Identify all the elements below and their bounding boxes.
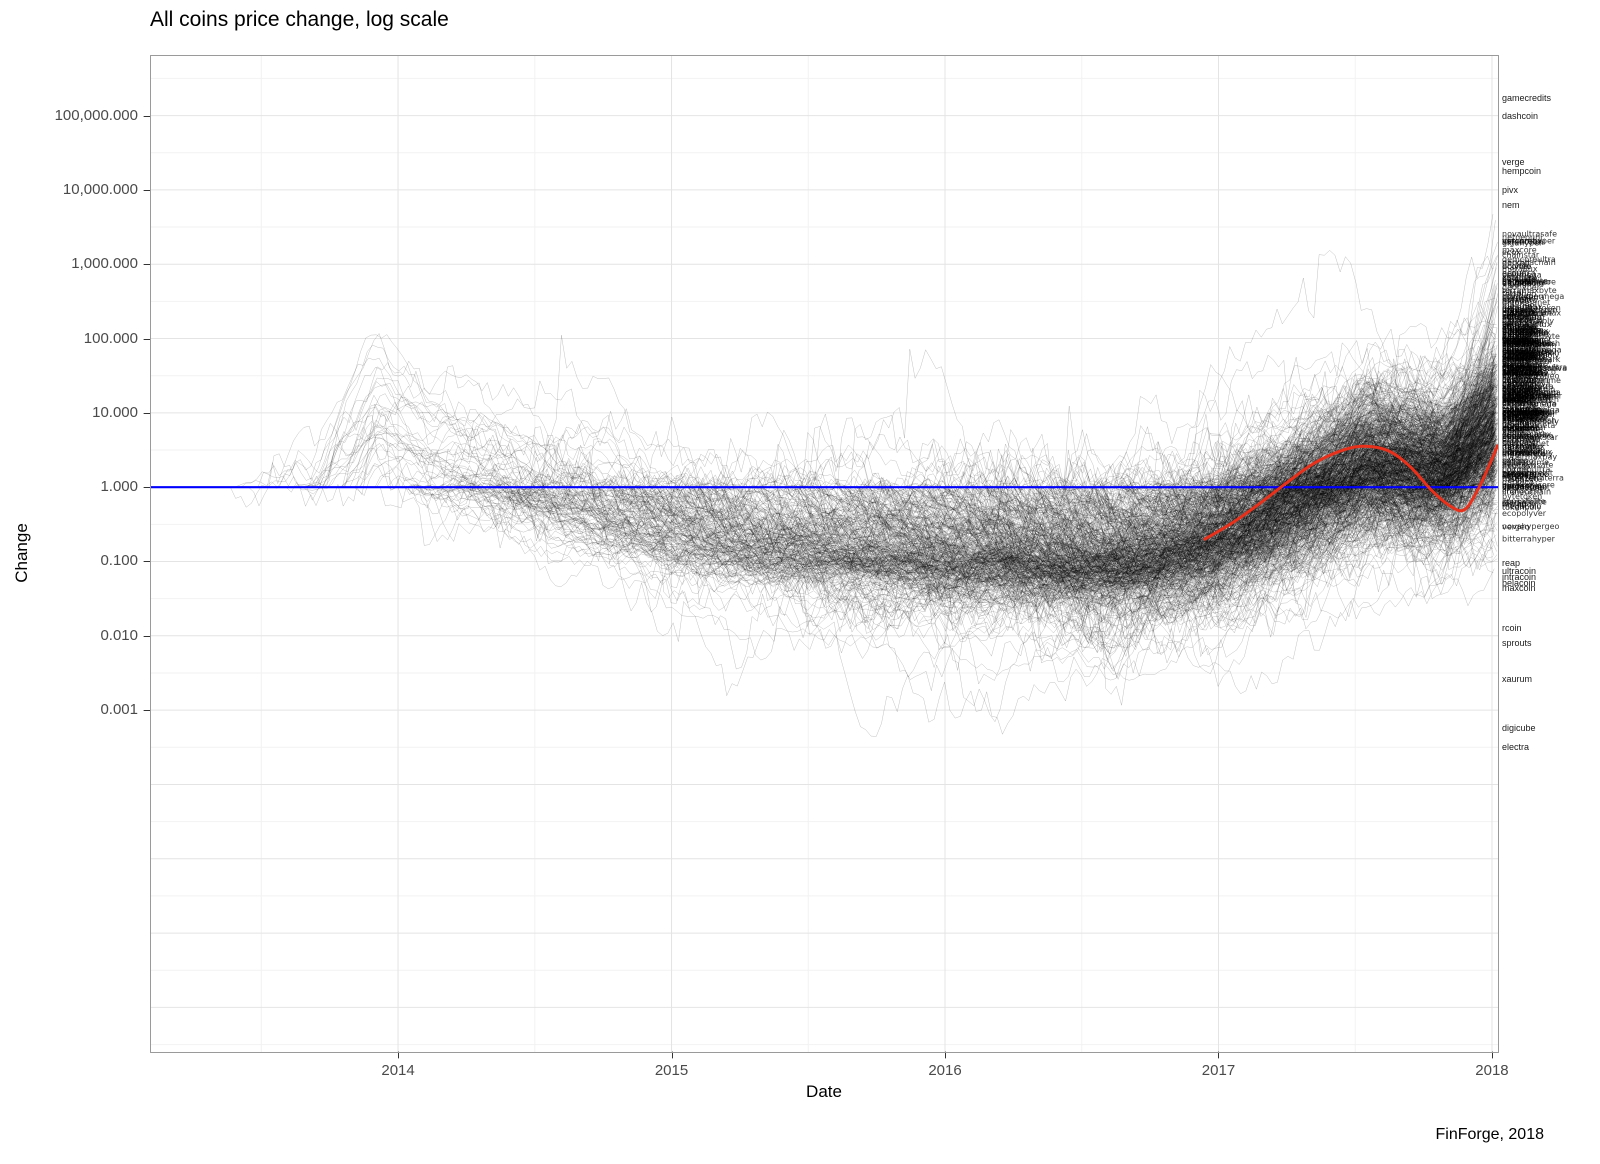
y-axis-title: Change bbox=[12, 523, 31, 583]
x-axis-title: Date bbox=[806, 1082, 842, 1101]
chart-title: All coins price change, log scale bbox=[150, 8, 449, 31]
chart-caption: FinForge, 2018 bbox=[1435, 1126, 1544, 1143]
